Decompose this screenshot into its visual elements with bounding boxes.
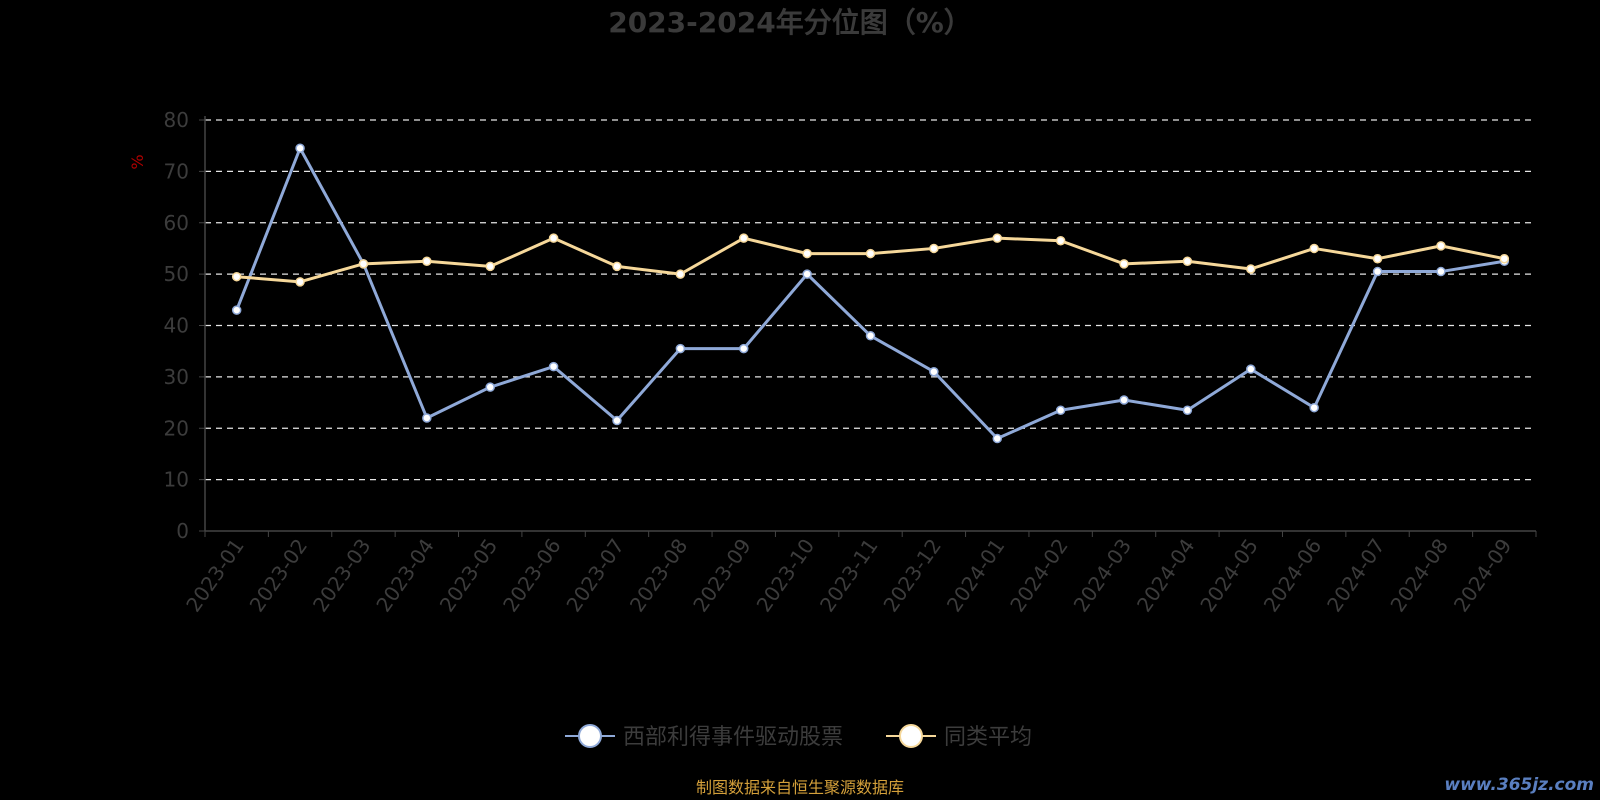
x-tick-label: 2024-02 — [1005, 534, 1073, 616]
data-point — [992, 233, 1003, 243]
legend-label: 西部利得事件驱动股票 — [623, 725, 843, 750]
data-point — [929, 243, 939, 254]
grid-lines — [205, 119, 1536, 481]
legend[interactable]: 西部利得事件驱动股票 同类平均 — [565, 724, 1032, 750]
x-tick-label: 2023-10 — [752, 534, 820, 616]
x-tick-label: 2024-08 — [1385, 534, 1453, 616]
data-point — [485, 261, 495, 272]
x-tick-label: 2023-01 — [181, 534, 249, 616]
data-point — [231, 271, 242, 282]
data-point — [1182, 405, 1193, 416]
data-point — [802, 248, 812, 259]
data-point — [1372, 266, 1383, 277]
y-tick-label: 10 — [164, 468, 189, 492]
y-tick-label: 70 — [164, 159, 189, 183]
x-tick-label: 2023-07 — [561, 534, 629, 616]
x-tick-label: 2023-09 — [688, 534, 756, 616]
legend-label: 同类平均 — [944, 725, 1032, 750]
y-tick-label: 20 — [164, 416, 189, 440]
x-tick-label: 2023-11 — [815, 534, 883, 616]
data-point — [865, 331, 876, 341]
y-tick-label: 60 — [164, 211, 189, 235]
axes: 010203040506070802023-012023-022023-0320… — [164, 108, 1537, 616]
data-point — [1499, 253, 1510, 264]
data-point — [738, 233, 749, 243]
y-tick-label: 80 — [164, 108, 189, 132]
y-tick-label: 40 — [164, 314, 189, 338]
data-point — [1436, 266, 1446, 277]
x-tick-label: 2024-06 — [1259, 534, 1327, 616]
data-point — [1182, 256, 1193, 267]
legend-marker — [578, 724, 602, 748]
data-point — [1055, 405, 1066, 416]
x-tick-label: 2023-12 — [878, 534, 946, 616]
data-point — [1372, 253, 1383, 264]
x-tick-label: 2023-08 — [625, 534, 693, 616]
data-point — [612, 261, 622, 272]
data-point — [612, 415, 622, 426]
data-point — [865, 248, 876, 259]
data-point — [1119, 395, 1129, 405]
data-point — [485, 382, 495, 392]
x-tick-label: 2023-03 — [308, 534, 376, 616]
data-point — [422, 413, 432, 423]
series-layer — [231, 143, 1510, 444]
data-point — [422, 256, 432, 267]
x-tick-label: 2023-06 — [498, 534, 566, 616]
x-tick-label: 2024-03 — [1069, 534, 1137, 616]
data-point — [548, 361, 559, 372]
x-tick-label: 2024-05 — [1195, 534, 1263, 616]
chart-title: 2023-2024年分位图（%） — [608, 6, 972, 39]
x-tick-label: 2024-09 — [1449, 534, 1517, 616]
data-point — [1309, 243, 1319, 254]
data-point — [295, 277, 305, 287]
data-point — [1436, 241, 1446, 251]
data-point — [1246, 264, 1256, 274]
x-tick-label: 2024-04 — [1132, 534, 1200, 616]
x-tick-label: 2023-04 — [371, 534, 439, 616]
data-point — [929, 366, 939, 377]
data-point — [548, 233, 559, 243]
y-tick-label: 50 — [164, 262, 189, 286]
y-tick-label: 0 — [176, 519, 189, 543]
x-tick-label: 2024-07 — [1322, 534, 1390, 616]
data-point — [992, 433, 1003, 444]
data-point — [295, 143, 305, 154]
data-point — [675, 343, 686, 354]
legend-marker — [899, 724, 923, 748]
data-point — [675, 269, 686, 279]
data-point — [1055, 235, 1066, 246]
data-point — [1246, 364, 1256, 374]
y-tick-label: 30 — [164, 365, 189, 389]
data-point — [1309, 402, 1319, 413]
data-point — [738, 343, 749, 354]
data-point — [802, 269, 812, 279]
y-axis-label: % — [128, 154, 147, 169]
series-line — [235, 146, 1505, 441]
data-point — [358, 259, 369, 269]
x-tick-label: 2023-02 — [245, 534, 313, 616]
watermark: www.365jz.com — [1444, 775, 1594, 795]
data-point — [1119, 259, 1129, 269]
data-point — [231, 305, 242, 315]
x-tick-label: 2024-01 — [942, 534, 1010, 616]
x-tick-label: 2023-05 — [435, 534, 503, 616]
data-source-note: 制图数据来自恒生聚源数据库 — [696, 778, 904, 797]
